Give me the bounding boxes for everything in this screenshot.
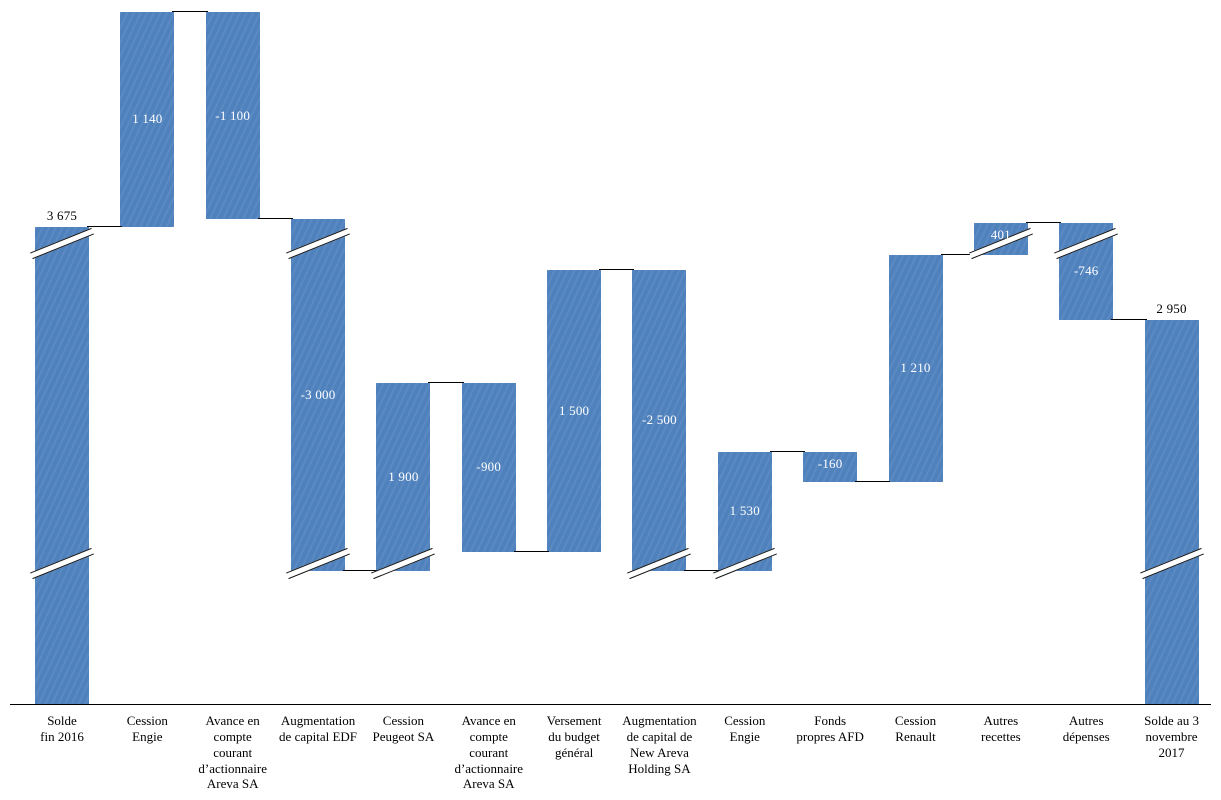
category-label: Versement du budget général [527,713,621,761]
waterfall-bar-versement-budget-general [547,269,602,552]
category-label-line: de capital de [626,728,693,744]
category-label-line: Areva SA [462,776,515,792]
category-label-line: New Areva [630,744,689,760]
waterfall-bar-avance-actionnaire-areva-2 [461,382,516,552]
waterfall-bar-cession-engie-2 [717,452,772,571]
category-label-line: Peugeot SA [372,728,435,744]
category-label: Augmentation de capital de New Areva Holdin… [612,713,706,776]
category-label-line: Solde [47,713,77,728]
category-label-line: courant [469,744,509,760]
connector-line [87,225,123,227]
connector-line [599,268,635,270]
category-label-line: fin 2016 [40,728,84,744]
bar-value-label: -1 100 [215,107,251,123]
category-label-line: général [554,744,594,760]
connector-line [1025,221,1062,223]
category-label: Avance en compte courant d’actionnaire Areva… [186,713,280,792]
category-label-line: Autres [1068,713,1104,728]
category-label-line: Renault [895,728,936,744]
category-label-line: Augmentation [280,713,356,728]
category-label-line: Engie [132,728,163,744]
category-label-line: Cession [382,713,424,728]
connector-line [343,569,379,571]
bar-value-label: 1 210 [900,360,931,376]
bar-value-label: -160 [817,456,843,472]
bar-value-label: 1 530 [729,503,760,519]
category-label-line: propres AFD [796,728,864,744]
waterfall-bar-augmentation-capital-new-areva [632,269,687,571]
connector-line [257,218,294,220]
x-axis-line [10,704,1211,705]
waterfall-bar-augmentation-capital-edf [291,219,346,571]
category-label-line: de capital EDF [279,728,358,744]
category-label-line: Cession [126,713,168,728]
category-label-line: novembre [1145,728,1198,744]
category-label-line: Autres [983,713,1019,728]
connector-line [855,481,891,483]
category-label-line: Fonds [814,713,847,728]
category-label: Fonds propres AFD [783,713,877,745]
category-label: Solde au 3 novembre 2017 [1125,713,1219,761]
category-label: Cession Peugeot SA [356,713,450,745]
category-label: Cession Engie [698,713,792,745]
category-label-line: compte [469,728,508,744]
category-label-line: Holding SA [628,760,691,776]
category-label-line: courant [213,744,253,760]
bar-value-label: -3 000 [300,386,336,402]
category-label: Augmentation de capital EDF [271,713,365,745]
bar-value-label: 1 140 [132,111,163,127]
connector-line [513,550,550,552]
category-label-line: Avance en [205,713,260,728]
bar-value-label: -900 [476,459,502,475]
category-label-line: recettes [980,728,1021,744]
waterfall-bar-cession-engie-1 [120,12,175,227]
bar-value-label: 2 950 [1156,300,1187,316]
connector-line [172,11,208,13]
waterfall-bar-cession-peugeot-sa [376,382,431,571]
connector-line [684,569,720,571]
category-label-line: Versement [546,713,602,728]
category-label-line: Cession [724,713,766,728]
category-label-line: d’actionnaire [198,760,267,776]
bar-value-label: 3 675 [46,207,78,223]
bar-value-label: 1 900 [388,468,419,484]
category-label-line: Augmentation [622,713,697,728]
category-label-line: 2017 [1158,744,1185,760]
waterfall-bar-solde-fin-2016 [35,226,89,705]
category-label-line: compte [213,728,252,744]
category-label-line: Engie [729,728,760,744]
connector-line [428,381,464,383]
category-label: Autres recettes [954,713,1048,745]
category-label: Cession Renault [869,713,963,745]
waterfall-bar-fonds-propres-afd [803,452,858,483]
category-label-line: d’actionnaire [454,760,524,776]
category-label-line: Solde au 3 [1144,713,1199,728]
category-label-line: dépenses [1062,728,1110,744]
category-label: Avance en compte courant d’actionnaire Areva… [442,713,536,792]
connector-line [1111,318,1147,320]
category-label: Solde fin 2016 [15,713,109,745]
category-label-line: du budget [548,728,600,744]
waterfall-bar-avance-actionnaire-areva-1 [205,12,260,220]
category-label-line: Avance en [461,713,516,728]
category-label: Autres dépenses [1039,713,1133,745]
category-label: Cession Engie [100,713,194,745]
connector-line [940,253,976,255]
category-label-line: Areva SA [206,776,259,792]
bar-value-label: 1 500 [558,402,590,418]
waterfall-bar-solde-3-novembre-2017 [1144,319,1199,705]
waterfall-bar-cession-renault [888,254,943,483]
connector-line [769,451,806,453]
bar-value-label: -2 500 [642,412,677,428]
category-label-line: Cession [894,713,937,728]
bar-value-label: 401 [990,226,1011,242]
bar-value-label: -746 [1073,263,1099,279]
